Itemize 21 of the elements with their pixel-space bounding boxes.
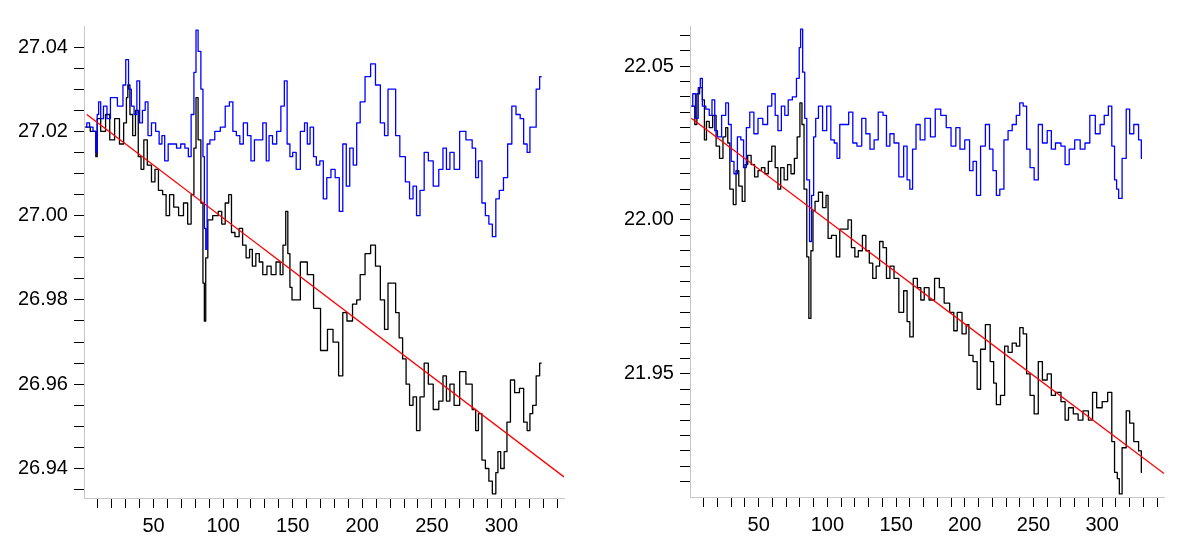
- y-tick-label: 26.96: [17, 371, 68, 394]
- y-tick-label: 27.02: [17, 118, 68, 141]
- y-tick-label: 26.94: [17, 456, 68, 479]
- x-tick-label: 250: [1016, 512, 1051, 535]
- x-tick-label: 250: [415, 513, 449, 536]
- y-tick-label: 27.00: [17, 203, 68, 226]
- y-tick-label: 22.05: [623, 53, 674, 76]
- x-tick-label: 100: [810, 512, 845, 535]
- x-tick-label: 200: [345, 513, 379, 536]
- y-tick-label: 21.95: [623, 361, 674, 384]
- x-tick-label: 50: [142, 513, 165, 536]
- x-tick-label: 50: [747, 512, 770, 535]
- y-tick-label: 22.00: [623, 207, 674, 230]
- y-tick-label: 27.04: [17, 34, 68, 57]
- y-tick-label: 26.98: [17, 287, 68, 310]
- x-tick-label: 300: [484, 513, 519, 536]
- x-tick-label: 200: [948, 512, 982, 535]
- x-tick-label: 150: [276, 513, 310, 536]
- x-tick-label: 300: [1085, 512, 1119, 535]
- x-tick-label: 100: [206, 513, 240, 536]
- x-tick-label: 150: [879, 512, 913, 535]
